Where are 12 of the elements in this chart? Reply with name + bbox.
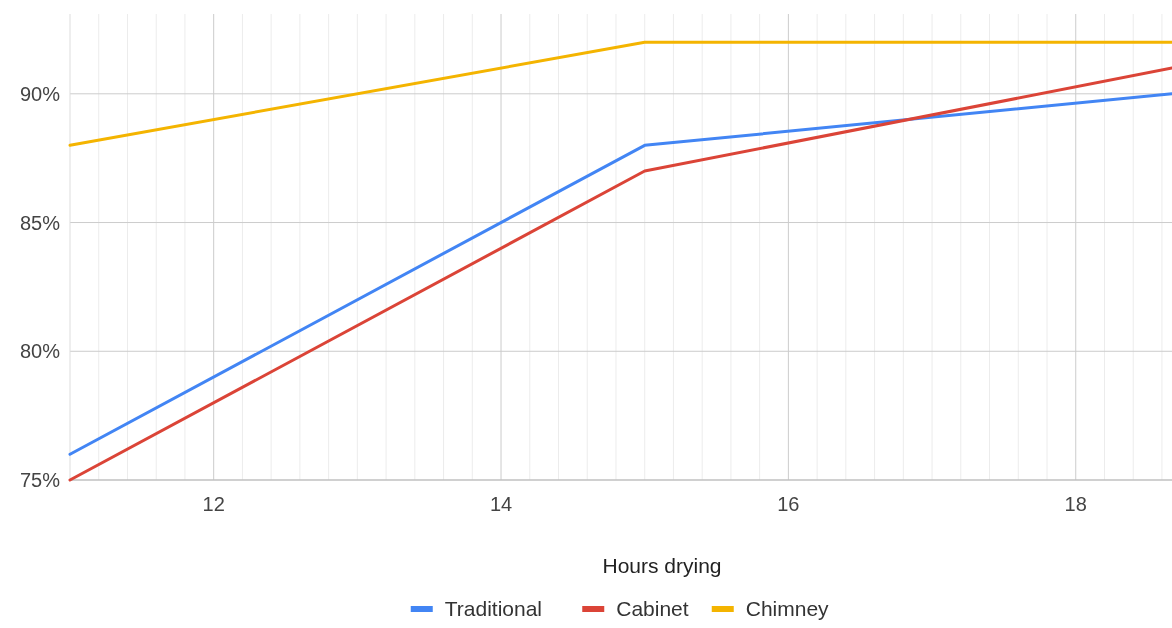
- y-tick-label: 80%: [19, 340, 61, 363]
- legend-label: Traditional: [444, 597, 543, 620]
- legend-label: Cabinet: [616, 597, 689, 620]
- x-tick-label: 18: [1064, 493, 1087, 515]
- y-tick-label: 75%: [19, 469, 61, 491]
- x-tick-label: 16: [777, 493, 800, 515]
- y-tick-label: 90%: [19, 82, 61, 105]
- legend-label: Chimney: [745, 597, 830, 620]
- x-tick-label: 14: [489, 493, 513, 515]
- x-axis-title: Hours drying: [602, 554, 722, 577]
- x-tick-label: 12: [202, 493, 225, 515]
- y-tick-label: 85%: [19, 211, 61, 234]
